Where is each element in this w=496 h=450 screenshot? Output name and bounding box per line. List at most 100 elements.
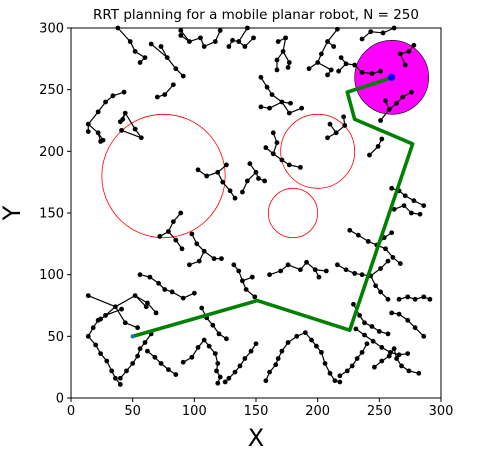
tree-node bbox=[178, 28, 184, 33]
tree-node bbox=[368, 29, 374, 35]
tree-edge bbox=[114, 306, 126, 324]
tree-node bbox=[242, 44, 248, 49]
tree-node bbox=[427, 296, 433, 302]
y-tick-label: 250 bbox=[39, 83, 64, 98]
tree-node bbox=[215, 361, 221, 366]
tree-node bbox=[242, 356, 248, 361]
tree-node bbox=[286, 60, 292, 65]
tree-node bbox=[267, 105, 272, 111]
tree-node bbox=[132, 49, 138, 54]
tree-node bbox=[199, 305, 205, 311]
tree-node bbox=[153, 310, 159, 316]
tree-node bbox=[270, 151, 276, 157]
tree-node bbox=[405, 294, 411, 300]
tree-node bbox=[325, 135, 330, 141]
tree-node bbox=[378, 266, 383, 271]
tree-node bbox=[258, 74, 264, 80]
tree-node bbox=[412, 296, 418, 302]
tree-node bbox=[389, 310, 395, 316]
tree-edge bbox=[117, 27, 131, 42]
tree-node bbox=[85, 293, 91, 299]
x-axis-label: X bbox=[248, 424, 264, 450]
tree-node bbox=[379, 345, 385, 350]
tree-node bbox=[189, 354, 195, 360]
tree-node bbox=[119, 306, 124, 312]
tree-node bbox=[331, 44, 337, 49]
tree-node bbox=[253, 341, 259, 347]
tree-node bbox=[173, 372, 179, 377]
tree-node bbox=[232, 195, 238, 201]
tree-node bbox=[421, 294, 427, 300]
tree-edge bbox=[115, 295, 136, 308]
tree-node bbox=[104, 358, 110, 364]
tree-node bbox=[224, 162, 229, 168]
tree-node bbox=[352, 271, 358, 276]
tree-node bbox=[120, 116, 126, 122]
tree-node bbox=[351, 301, 356, 307]
obstacle-2 bbox=[280, 113, 356, 189]
tree-node bbox=[411, 198, 417, 204]
tree-node bbox=[325, 39, 330, 44]
tree-node bbox=[332, 378, 338, 384]
tree-node bbox=[137, 60, 143, 65]
tree-node bbox=[417, 211, 423, 217]
tree-node bbox=[344, 368, 350, 374]
tree-node bbox=[325, 72, 330, 78]
tree-node bbox=[204, 173, 210, 179]
tree-node bbox=[215, 169, 221, 175]
tree-node bbox=[180, 359, 186, 365]
tree-edge bbox=[87, 111, 99, 125]
tree-node bbox=[231, 262, 237, 268]
tree-node bbox=[180, 73, 186, 79]
tree-node bbox=[401, 203, 407, 209]
tree-node bbox=[388, 349, 393, 355]
tree-node bbox=[148, 41, 154, 47]
tree-node bbox=[405, 317, 411, 323]
tree-node bbox=[194, 241, 200, 247]
tree-node bbox=[397, 51, 403, 57]
tree-node bbox=[327, 370, 333, 376]
tree-node bbox=[285, 262, 291, 268]
tree-edge bbox=[105, 308, 122, 316]
tree-node bbox=[173, 237, 179, 243]
tree-node bbox=[275, 356, 281, 361]
tree-node bbox=[110, 93, 116, 99]
tree-node bbox=[214, 368, 219, 374]
tree-node bbox=[359, 349, 365, 355]
tree-node bbox=[323, 268, 329, 274]
tree-node bbox=[201, 248, 207, 254]
tree-node bbox=[154, 94, 160, 100]
tree-node bbox=[391, 346, 397, 352]
tree-node bbox=[309, 337, 314, 343]
tree-node bbox=[196, 258, 202, 264]
tree-node bbox=[299, 105, 305, 111]
tree-node bbox=[370, 338, 376, 344]
tree-node bbox=[362, 320, 367, 326]
tree-node bbox=[236, 39, 242, 44]
tree-node bbox=[252, 294, 258, 300]
tree-node bbox=[389, 185, 395, 191]
tree-node bbox=[98, 139, 103, 144]
tree-node bbox=[389, 230, 395, 236]
tree-node bbox=[85, 333, 91, 339]
tree-node bbox=[318, 349, 324, 355]
tree-node bbox=[294, 333, 300, 339]
tree-node bbox=[365, 238, 371, 244]
tree-node bbox=[343, 267, 349, 273]
x-tick-label: 250 bbox=[367, 404, 392, 419]
y-tick-label: 50 bbox=[47, 330, 64, 345]
tree-node bbox=[315, 60, 321, 65]
tree-node bbox=[279, 157, 285, 163]
tree-node bbox=[219, 256, 224, 262]
tree-node bbox=[273, 362, 279, 368]
tree-node bbox=[269, 92, 275, 97]
tree-node bbox=[279, 348, 285, 354]
tree-node bbox=[372, 364, 377, 370]
tree-node bbox=[103, 312, 108, 318]
tree-node bbox=[166, 367, 171, 373]
tree-node bbox=[278, 268, 284, 274]
tree-node bbox=[130, 361, 136, 366]
tree-node bbox=[166, 229, 171, 234]
tree-node bbox=[373, 283, 379, 289]
